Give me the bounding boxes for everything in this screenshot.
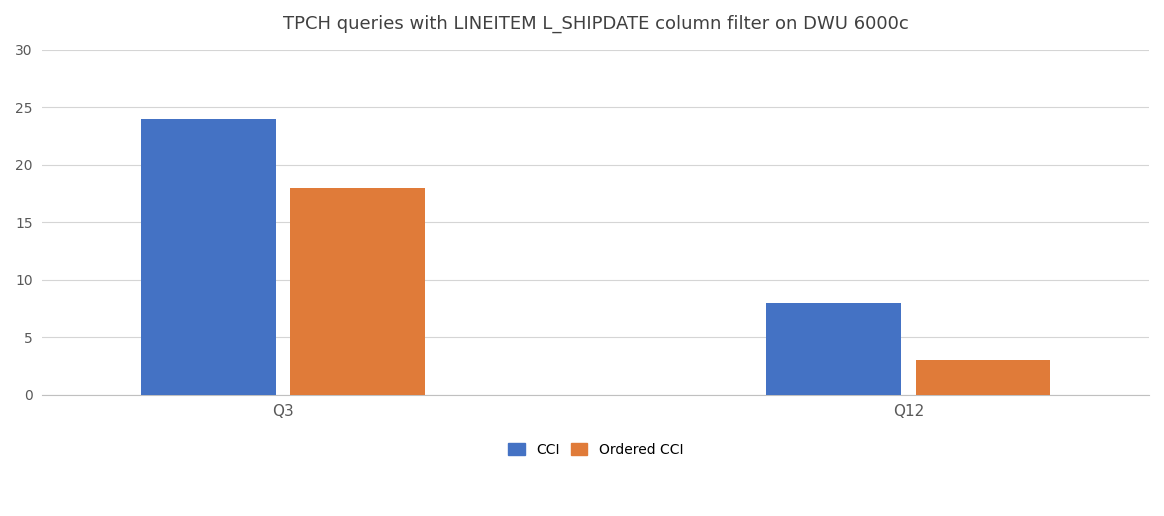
- Title: TPCH queries with LINEITEM L_SHIPDATE column filter on DWU 6000c: TPCH queries with LINEITEM L_SHIPDATE co…: [283, 15, 909, 33]
- Legend: CCI, Ordered CCI: CCI, Ordered CCI: [502, 436, 690, 464]
- Bar: [141, 119, 276, 395]
- Bar: [766, 303, 901, 395]
- Bar: [916, 360, 1050, 395]
- Bar: [290, 188, 425, 395]
